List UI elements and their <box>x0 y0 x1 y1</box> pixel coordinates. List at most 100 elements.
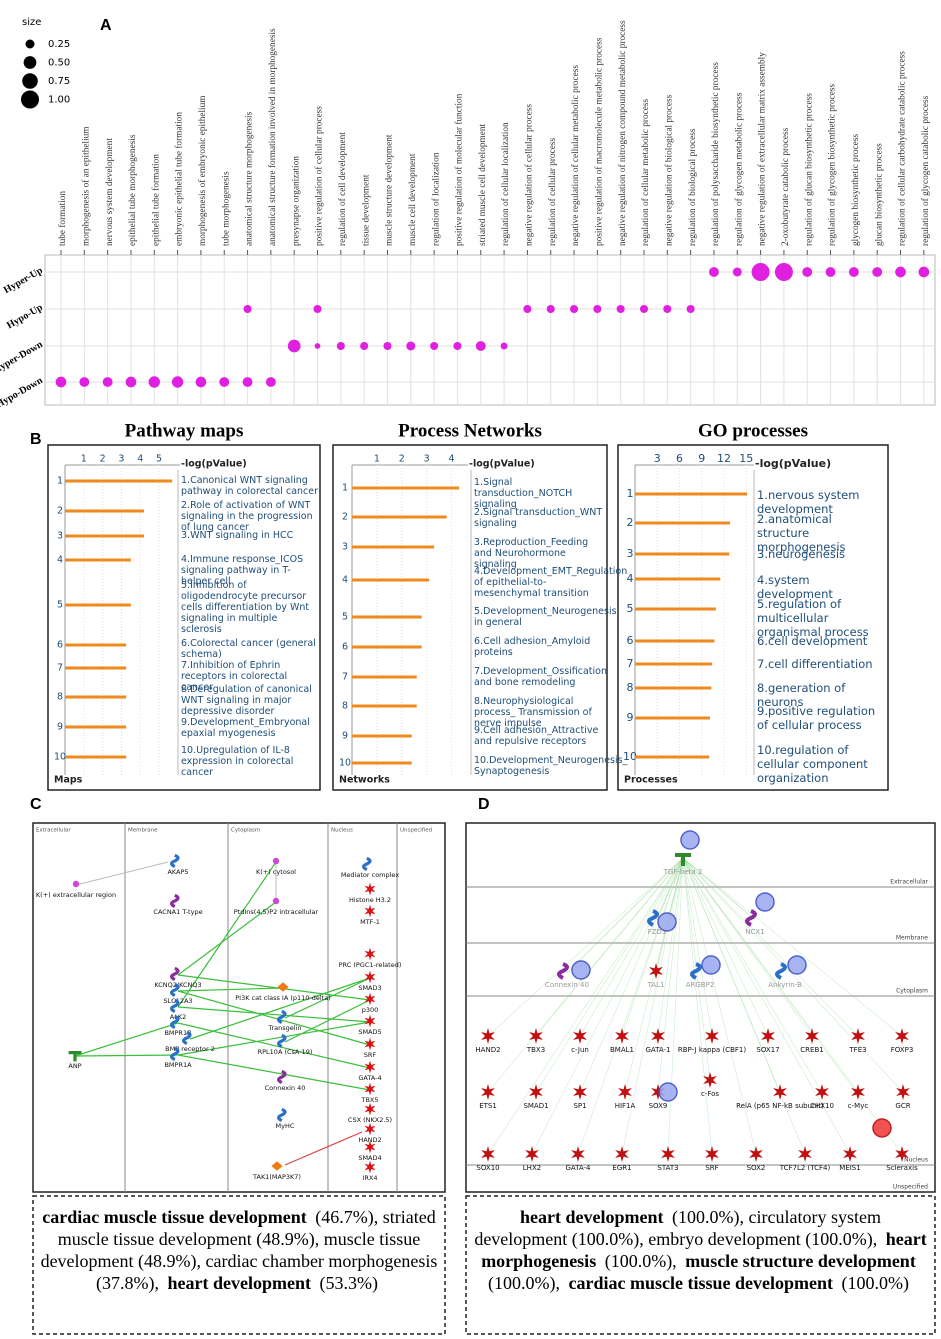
edge <box>189 977 371 1040</box>
y-tick-label: Hyper-Down <box>0 339 45 376</box>
node-label: SOX9 <box>649 1102 668 1110</box>
edge <box>682 857 769 1037</box>
edge <box>621 857 684 1037</box>
node-icon <box>615 1146 629 1162</box>
y-axis-label: Maps <box>54 775 83 786</box>
x-tick-label: regulation of cellular metabolic process <box>640 98 651 246</box>
y-tick-label: 5 <box>627 602 634 615</box>
compartment-label: Nucleus <box>331 828 353 834</box>
node-icon <box>277 1009 287 1025</box>
node-icon <box>703 1072 717 1088</box>
bar <box>352 761 412 765</box>
node-label: SMAD3 <box>358 984 381 992</box>
y-tick-label: 8 <box>627 681 634 694</box>
bar <box>635 686 712 690</box>
node-icon <box>272 857 280 865</box>
x-tick-label: positive regulation of cellular process <box>314 106 325 246</box>
node-label: SRF <box>705 1164 718 1172</box>
edge <box>656 857 684 921</box>
node-icon <box>529 1028 543 1044</box>
bar-description: 8.Deregulation of canonical WNT signalin… <box>181 684 312 717</box>
node-icon <box>843 1146 857 1162</box>
edge <box>682 857 757 1155</box>
y-tick-label: 6 <box>57 640 63 651</box>
node-icon <box>573 1028 587 1044</box>
dot <box>616 304 625 314</box>
node-label: Mediator complex <box>341 871 399 879</box>
bar <box>352 675 417 679</box>
node-icon <box>170 853 180 869</box>
bar-description: 5.Inhibition of oligodendrocyte precurso… <box>181 580 310 635</box>
dot <box>500 342 508 350</box>
node-label: STAT3 <box>657 1164 678 1172</box>
node-icon <box>705 1146 719 1162</box>
y-tick-label: 3 <box>627 547 634 560</box>
bar-description: 9.Development_Embryonal epaxial myogenes… <box>181 717 310 739</box>
dot <box>79 377 90 387</box>
bar <box>65 725 127 729</box>
node-icon <box>272 897 280 905</box>
bar-description: 9.Cell adhesion_Attractive and repulsive… <box>474 725 599 747</box>
node-label: MyHC <box>276 1122 295 1130</box>
y-axis-label: Networks <box>339 775 390 786</box>
y-tick-label: 8 <box>57 692 63 703</box>
bar-description: 7.Inhibition of Ephrin receptors in colo… <box>181 660 288 693</box>
node-label: BMAL1 <box>610 1046 634 1054</box>
bar <box>635 607 716 611</box>
x-tick-label: regulation of glucan biosynthetic proces… <box>803 93 814 246</box>
edge <box>74 1022 179 1057</box>
x-tick-label: regulation of cell development <box>337 132 348 246</box>
bar-description: 2.anatomical structure morphogenesis <box>757 512 846 554</box>
x-tick-label: 3 <box>654 452 661 465</box>
node-icon <box>364 1160 376 1174</box>
node-label: SMAD4 <box>358 1154 381 1162</box>
bar <box>635 755 710 759</box>
x-tick-label: muscle structure development <box>385 134 395 246</box>
compartment-label: Membrane <box>128 828 158 834</box>
compartment-label: Extracellular <box>890 879 928 886</box>
node-icon <box>364 1060 376 1074</box>
node-icon <box>895 1146 909 1162</box>
legend-dot <box>25 39 35 49</box>
node-label: TFE3 <box>848 1046 866 1054</box>
y-tick-label: 7 <box>627 657 634 670</box>
bar <box>352 645 422 649</box>
node-icon <box>68 1051 82 1062</box>
node-icon <box>364 970 376 984</box>
caption-segment: (46.7%), striated muscle tissue developm… <box>40 1207 438 1293</box>
node-icon <box>481 1084 495 1100</box>
caption-frame <box>32 1195 446 1335</box>
node-label: RelA (p65 NF-kB subunit) <box>736 1102 824 1110</box>
bar-description: 4.Development_EMT_Regulation of epitheli… <box>474 566 628 599</box>
x-tick-label: 4 <box>137 454 143 465</box>
caption-segment: (100.0%), circulatory system development… <box>474 1207 881 1249</box>
dot <box>475 341 486 351</box>
bar <box>635 662 713 666</box>
bar <box>635 639 715 643</box>
dot <box>686 304 695 314</box>
legend-label: 0.50 <box>48 58 70 69</box>
dot <box>802 267 813 277</box>
edge <box>177 1054 371 1091</box>
edge <box>657 857 684 1093</box>
x-tick-label: 3 <box>118 454 124 465</box>
y-tick-label: Hypo-Down <box>0 375 45 411</box>
node-icon <box>362 856 372 872</box>
node-label: PI3K cat class IA (p110-delta) <box>235 994 331 1002</box>
edge <box>284 999 371 1043</box>
bar <box>635 492 748 496</box>
x-tick-label: negative regulation of cellular metaboli… <box>570 65 581 246</box>
node-label: K(+) extracellular region <box>36 891 116 899</box>
dot <box>314 343 321 349</box>
x-tick-label: tissue development <box>361 174 371 246</box>
y-tick-label: 9 <box>57 722 63 733</box>
compartment-label: Membrane <box>896 935 928 942</box>
dot <box>360 341 369 351</box>
edge <box>74 1054 179 1057</box>
bar <box>65 643 127 647</box>
panel-label: A <box>100 17 112 34</box>
chart-frame <box>617 444 889 791</box>
node-label: LHX2 <box>523 1164 541 1172</box>
y-tick-label: 1 <box>57 476 63 487</box>
node-icon <box>364 1122 376 1136</box>
